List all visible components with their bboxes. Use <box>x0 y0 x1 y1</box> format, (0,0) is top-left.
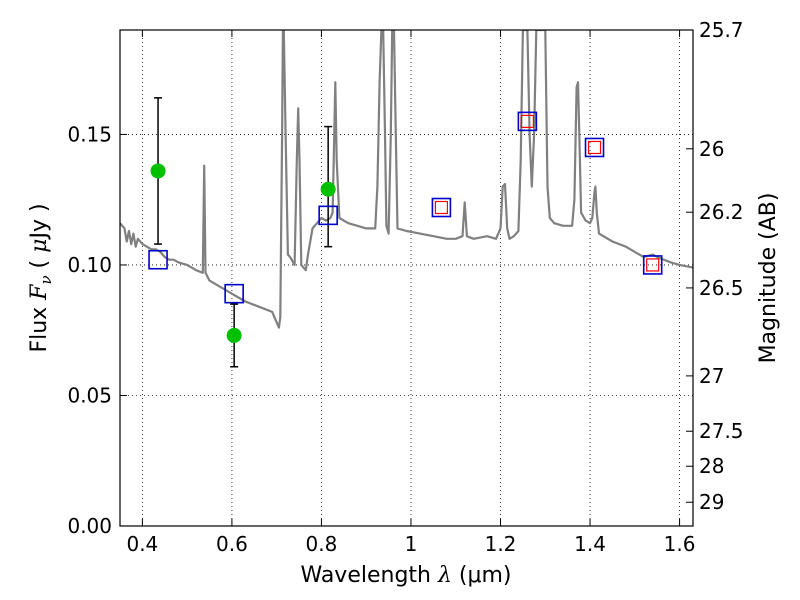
plot-frame <box>119 29 694 527</box>
y-tick-label: 0.15 <box>67 122 112 146</box>
red-square-point <box>646 258 660 272</box>
blue-square-point <box>642 255 663 275</box>
y2-tick-label: 27 <box>699 364 724 388</box>
y-axis-label: Flux Fν ( μJy ) <box>27 203 55 352</box>
y2-tick-label: 28 <box>699 454 724 478</box>
y2-tick-label: 26.2 <box>699 200 744 224</box>
x-tick-label: 1.4 <box>574 532 606 556</box>
photometry-markers <box>148 97 663 368</box>
blue-square-point <box>318 205 338 226</box>
x-axis-ticks: 0.4 0.6 0.8 1 1.2 1.4 1.6 <box>126 30 695 556</box>
red-square-point <box>520 114 534 128</box>
y-tick-label: 0.10 <box>67 253 112 277</box>
x-tick-label: 1.6 <box>664 532 696 556</box>
y-tick-label: 0.00 <box>67 514 112 538</box>
blue-square-point <box>517 111 538 132</box>
red-square-point <box>587 140 602 155</box>
green-circle-point <box>320 181 336 197</box>
y2-tick-label: 27.5 <box>699 419 744 443</box>
green-circle-point <box>150 163 166 179</box>
y2-axis-ticks: 25.7 26 26.2 26.5 27 27.5 28 29 <box>686 18 744 514</box>
spectrum-line <box>120 30 693 329</box>
grid-lines <box>120 30 693 527</box>
blue-square-point <box>431 197 452 218</box>
x-tick-label: 1 <box>405 532 418 556</box>
y-axis-ticks: 0.00 0.05 0.10 0.15 <box>67 122 127 538</box>
y2-axis-label: Magnitude (AB) <box>756 193 781 364</box>
x-tick-label: 0.8 <box>306 532 338 556</box>
y2-tick-label: 29 <box>699 490 724 514</box>
red-square-point <box>434 200 449 215</box>
blue-square-point <box>224 283 244 304</box>
x-tick-label: 0.6 <box>216 532 248 556</box>
blue-square-point <box>148 249 168 270</box>
y-tick-label: 0.05 <box>67 383 112 407</box>
y2-tick-label: 26.5 <box>699 276 744 300</box>
blue-square-point <box>584 137 605 158</box>
x-axis-label: Wavelength λ (μm) <box>300 563 511 588</box>
model-spectrum <box>120 30 693 329</box>
y2-tick-label: 25.7 <box>699 18 744 42</box>
x-tick-label: 1.2 <box>485 532 517 556</box>
x-tick-label: 0.4 <box>126 532 158 556</box>
y2-tick-label: 26 <box>699 137 724 161</box>
green-circle-point <box>226 327 242 343</box>
